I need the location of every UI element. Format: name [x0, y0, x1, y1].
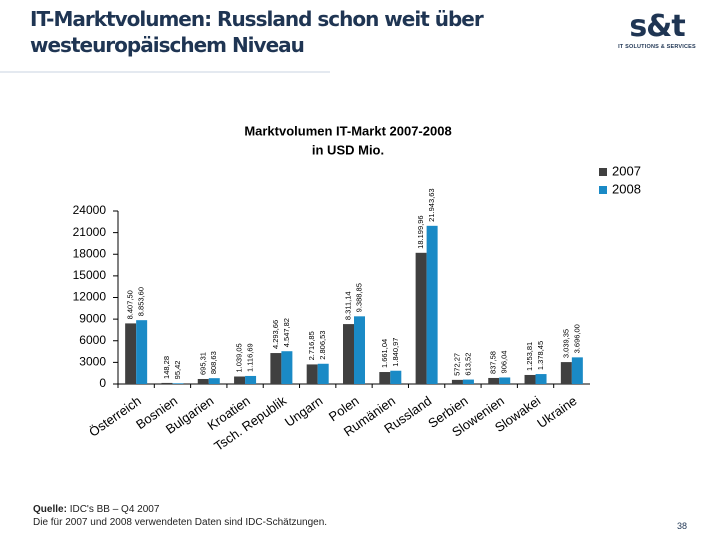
x-tick-label: Ungarn — [282, 393, 326, 430]
bar — [306, 364, 318, 384]
bar — [379, 372, 391, 384]
value-label: 3.696,00 — [572, 324, 581, 353]
x-tick-label: Ukraine — [534, 393, 579, 431]
y-tick-label: 12000 — [73, 290, 107, 304]
note: Die für 2007 und 2008 verwendeten Daten … — [33, 517, 328, 528]
chart-subtitle: in USD Mio. — [312, 142, 384, 157]
value-label: 837,58 — [489, 351, 498, 374]
bar — [571, 357, 583, 384]
bar — [234, 376, 246, 384]
y-tick-label: 18000 — [73, 246, 107, 260]
slide-title: IT-Marktvolumen: Russland schon weit übe… — [30, 7, 484, 57]
value-label: 18.199,96 — [416, 215, 425, 248]
bar — [535, 374, 547, 384]
bar — [136, 320, 148, 384]
bar — [451, 379, 463, 384]
value-label: 21.943,63 — [427, 188, 436, 221]
y-tick-label: 9000 — [79, 311, 106, 325]
logo-tagline: IT SOLUTIONS & SERVICES — [618, 44, 696, 50]
value-label: 2.716,85 — [307, 331, 316, 360]
y-tick-label: 21000 — [73, 225, 107, 239]
value-label: 148,28 — [162, 356, 171, 379]
value-label: 3.039,35 — [561, 329, 570, 358]
bar — [560, 362, 572, 384]
value-label: 8.311,14 — [343, 291, 352, 320]
y-tick-label: 0 — [99, 376, 106, 390]
logo: s&t IT SOLUTIONS & SERVICES — [612, 9, 702, 51]
bar — [499, 377, 511, 384]
value-label: 808,63 — [209, 351, 218, 374]
bar — [462, 379, 474, 384]
value-label: 1.253,81 — [525, 342, 534, 371]
x-tick-label: Österreich — [86, 393, 144, 440]
legend-swatch — [599, 168, 607, 176]
value-label: 2.806,53 — [318, 331, 327, 360]
source-label: Quelle: — [33, 504, 67, 515]
bar — [343, 324, 354, 384]
footer: Quelle: IDC's BB – Q4 2007 Die für 2007 … — [33, 503, 327, 529]
bar — [426, 225, 438, 384]
value-label: 572,27 — [452, 353, 461, 376]
y-tick-label: 6000 — [79, 333, 106, 347]
value-label: 1.039,05 — [235, 343, 244, 372]
y-tick-label: 15000 — [73, 268, 107, 282]
bar — [488, 377, 500, 384]
bar — [125, 323, 137, 384]
value-label: 4.293,66 — [271, 320, 280, 349]
bar — [161, 382, 173, 384]
y-tick-label: 24000 — [73, 203, 107, 217]
bar — [281, 351, 293, 384]
value-label: 613,52 — [463, 353, 472, 376]
value-label: 1.378,45 — [536, 341, 545, 370]
value-label: 4.547,82 — [282, 318, 291, 347]
value-label: 8.853,60 — [137, 287, 146, 316]
bar — [390, 370, 402, 384]
bar — [354, 316, 365, 384]
value-label: 9.388,85 — [354, 283, 363, 312]
bar — [317, 363, 329, 384]
y-tick-label: 3000 — [79, 355, 106, 369]
bar — [197, 378, 209, 384]
bar — [245, 375, 257, 384]
source-line: Quelle: IDC's BB – Q4 2007 — [33, 503, 327, 516]
legend-label: 2007 — [612, 163, 641, 178]
bar — [208, 378, 220, 384]
bar — [270, 353, 282, 384]
value-label: 1.661,04 — [380, 339, 389, 368]
value-label: 1.840,97 — [391, 338, 400, 367]
page-number: 38 — [677, 521, 688, 531]
source: IDC's BB – Q4 2007 — [69, 504, 160, 515]
value-label: 695,31 — [198, 352, 207, 375]
legend-label: 2008 — [612, 181, 641, 196]
value-label: 906,04 — [500, 351, 509, 374]
value-label: 1.116,69 — [246, 343, 255, 372]
legend-swatch — [599, 186, 607, 194]
bar — [524, 374, 536, 384]
bar — [415, 252, 427, 384]
value-label: 8.407,50 — [126, 290, 135, 319]
bar — [172, 383, 184, 384]
chart-title: Marktvolumen IT-Markt 2007-2008 — [244, 123, 451, 138]
logo-mark: s&t — [629, 9, 685, 44]
value-label: 95,42 — [173, 361, 182, 380]
